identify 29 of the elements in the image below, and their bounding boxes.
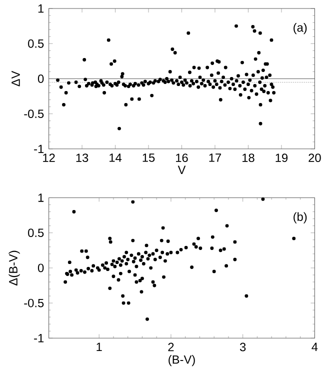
y-tick-label: 1 bbox=[38, 194, 44, 202]
y-axis-title: Δ(B-V) bbox=[8, 250, 20, 286]
x-tick-label: 17 bbox=[209, 154, 222, 162]
y-tick-label: -1 bbox=[34, 144, 44, 154]
x-tick-label: 14 bbox=[110, 154, 122, 162]
y-tick-label: 0 bbox=[38, 74, 44, 83]
x-tick-label: 18 bbox=[242, 154, 254, 162]
x-tick-label: 20 bbox=[308, 154, 321, 162]
y-axis-title: ΔV bbox=[12, 70, 20, 86]
x-tick-label: 1 bbox=[96, 342, 102, 352]
y-tick-label: -0.5 bbox=[24, 110, 44, 118]
x-tick-label: 13 bbox=[76, 154, 88, 162]
y-tick-label: 0.5 bbox=[28, 228, 44, 238]
x-tick-label: 15 bbox=[142, 154, 155, 162]
y-tick-label: 0.5 bbox=[28, 39, 44, 48]
y-tick-label: 0 bbox=[38, 264, 44, 272]
x-tick-label: 12 bbox=[43, 154, 55, 162]
x-axis-title: V bbox=[178, 166, 186, 174]
y-tick-label: -0.5 bbox=[24, 298, 44, 308]
annotation: (b) bbox=[294, 212, 307, 224]
y-tick-label: -1 bbox=[34, 334, 44, 342]
x-tick-label: 2 bbox=[168, 342, 174, 352]
annotation: (a) bbox=[294, 23, 307, 34]
x-axis-title: (B-V) bbox=[168, 355, 196, 366]
x-tick-label: 3 bbox=[240, 342, 246, 352]
x-tick-label: 19 bbox=[276, 154, 288, 162]
x-tick-label: 16 bbox=[176, 154, 188, 162]
x-tick-label: 4 bbox=[312, 342, 318, 352]
y-tick-label: 1 bbox=[38, 4, 44, 13]
